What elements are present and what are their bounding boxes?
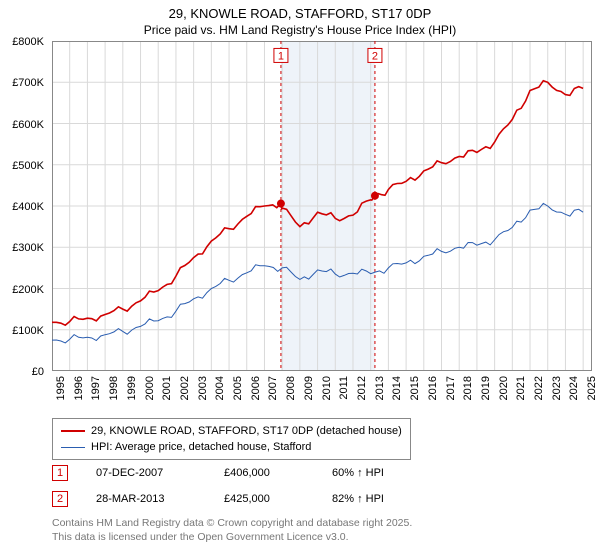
x-tick-label: 1997 xyxy=(90,376,102,400)
sale-hpi: 60% ↑ HPI xyxy=(332,467,432,479)
y-tick-label: £100K xyxy=(0,325,44,337)
x-tick-label: 2009 xyxy=(303,376,315,400)
attribution: Contains HM Land Registry data © Crown c… xyxy=(52,516,412,544)
sale-date: 07-DEC-2007 xyxy=(96,467,196,479)
legend-label: HPI: Average price, detached house, Staf… xyxy=(91,439,311,455)
chart-container: 29, KNOWLE ROAD, STAFFORD, ST17 0DP Pric… xyxy=(0,0,600,560)
sales-table: 1 07-DEC-2007 £406,000 60% ↑ HPI 2 28-MAR-201… xyxy=(52,464,572,516)
x-tick-label: 2000 xyxy=(144,376,156,400)
sale-marker-box: 1 xyxy=(52,465,68,481)
sale-hpi: 82% ↑ HPI xyxy=(332,493,432,505)
legend-swatch xyxy=(61,447,85,448)
x-tick-label: 2002 xyxy=(179,376,191,400)
sale-marker-box: 2 xyxy=(52,491,68,507)
y-tick-label: £300K xyxy=(0,242,44,254)
x-tick-label: 2025 xyxy=(586,376,598,400)
x-tick-label: 2014 xyxy=(391,376,403,400)
x-tick-label: 2018 xyxy=(462,376,474,400)
x-tick-label: 2003 xyxy=(197,376,209,400)
legend-row: 29, KNOWLE ROAD, STAFFORD, ST17 0DP (det… xyxy=(61,423,402,439)
y-tick-label: £800K xyxy=(0,36,44,48)
sale-price: £406,000 xyxy=(224,467,304,479)
sale-row: 2 28-MAR-2013 £425,000 82% ↑ HPI xyxy=(52,490,572,508)
legend-row: HPI: Average price, detached house, Staf… xyxy=(61,439,402,455)
legend-label: 29, KNOWLE ROAD, STAFFORD, ST17 0DP (det… xyxy=(91,423,402,439)
svg-text:2: 2 xyxy=(372,50,378,62)
x-tick-label: 2006 xyxy=(250,376,262,400)
y-tick-label: £400K xyxy=(0,201,44,213)
y-tick-label: £200K xyxy=(0,284,44,296)
x-tick-label: 2020 xyxy=(498,376,510,400)
y-tick-label: £0 xyxy=(0,366,44,378)
y-tick-label: £700K xyxy=(0,77,44,89)
chart-area: 12 xyxy=(52,41,592,371)
x-tick-label: 2012 xyxy=(356,376,368,400)
x-tick-label: 2008 xyxy=(285,376,297,400)
x-tick-label: 2010 xyxy=(321,376,333,400)
chart-subtitle: Price paid vs. HM Land Registry's House … xyxy=(0,21,600,41)
legend-swatch xyxy=(61,430,85,432)
sale-row: 1 07-DEC-2007 £406,000 60% ↑ HPI xyxy=(52,464,572,482)
x-tick-label: 2011 xyxy=(338,376,350,400)
x-tick-label: 2007 xyxy=(267,376,279,400)
chart-svg: 12 xyxy=(52,41,592,371)
svg-text:1: 1 xyxy=(278,50,284,62)
x-tick-label: 1998 xyxy=(108,376,120,400)
sale-date: 28-MAR-2013 xyxy=(96,493,196,505)
x-axis-labels: 1995 1996 1997 1998 1999 2000 2001 2002 2003 2004… xyxy=(52,376,592,416)
x-tick-label: 2022 xyxy=(533,376,545,400)
x-tick-label: 2024 xyxy=(568,376,580,400)
x-tick-label: 2001 xyxy=(161,376,173,400)
chart-title: 29, KNOWLE ROAD, STAFFORD, ST17 0DP xyxy=(0,0,600,21)
x-tick-label: 1996 xyxy=(73,376,85,400)
x-tick-label: 2015 xyxy=(409,376,421,400)
sale-price: £425,000 xyxy=(224,493,304,505)
x-tick-label: 1999 xyxy=(126,376,138,400)
y-tick-label: £600K xyxy=(0,119,44,131)
legend: 29, KNOWLE ROAD, STAFFORD, ST17 0DP (det… xyxy=(52,418,411,460)
attribution-line1: Contains HM Land Registry data © Crown c… xyxy=(52,516,412,530)
y-tick-label: £500K xyxy=(0,160,44,172)
x-tick-label: 2016 xyxy=(427,376,439,400)
x-tick-label: 2019 xyxy=(480,376,492,400)
x-tick-label: 1995 xyxy=(55,376,67,400)
x-tick-label: 2023 xyxy=(551,376,563,400)
x-tick-label: 2021 xyxy=(515,376,527,400)
x-tick-label: 2017 xyxy=(445,376,457,400)
attribution-line2: This data is licensed under the Open Gov… xyxy=(52,530,412,544)
x-tick-label: 2013 xyxy=(374,376,386,400)
x-tick-label: 2004 xyxy=(214,376,226,400)
y-axis-labels: £0£100K£200K£300K£400K£500K£600K£700K£80… xyxy=(0,42,48,372)
x-tick-label: 2005 xyxy=(232,376,244,400)
